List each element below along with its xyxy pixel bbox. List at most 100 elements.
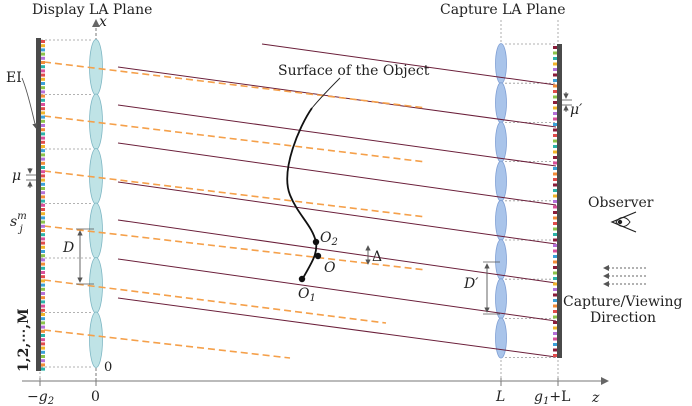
label-elemental-index: 1,2,⋯,M [16, 308, 32, 372]
display-pixel [41, 208, 45, 211]
display-ray [43, 279, 387, 324]
capture-pixel [553, 145, 557, 148]
label-D: D [62, 240, 74, 256]
capture-pixel [553, 51, 557, 55]
capture-pixel [553, 62, 557, 66]
display-ray [43, 329, 291, 359]
tick-zero: 0 [91, 389, 100, 405]
display-lens [89, 311, 103, 368]
display-pixel [41, 329, 45, 333]
capture-pixel [553, 139, 557, 143]
display-pixel [41, 266, 45, 270]
display-pixel [41, 258, 45, 262]
surface-label: Surface of the Object [278, 63, 430, 79]
capture-pixel [553, 178, 557, 181]
display-pixel [41, 304, 45, 308]
display-pixel [41, 44, 45, 48]
display-pixel [41, 145, 45, 148]
observer-eye-icon [610, 211, 637, 233]
display-pixel [41, 224, 45, 228]
display-pixel [41, 166, 45, 169]
label-capture-viewing: Capture/Viewing [563, 294, 682, 310]
label-ei: EI [6, 70, 22, 86]
capture-pixel [553, 310, 557, 313]
display-pixel [41, 346, 45, 350]
display-pixel [41, 40, 45, 43]
tick-g1-plus-L: g1+L [534, 389, 570, 406]
display-pixel [41, 359, 45, 363]
capture-lenslet-array [495, 43, 507, 359]
capture-lens [495, 121, 507, 163]
capture-pixel [553, 348, 557, 352]
display-pixel [41, 52, 45, 56]
display-pixel [41, 73, 45, 77]
capture-pixel [553, 255, 557, 258]
display-ray [43, 225, 427, 271]
display-pixel [41, 283, 45, 287]
display-pixel [41, 199, 45, 203]
display-pixel [41, 119, 45, 123]
capture-ray [117, 258, 557, 322]
display-pixel [41, 229, 45, 232]
display-pixel [41, 308, 45, 312]
display-pixel [41, 128, 45, 132]
capture-pixel [553, 211, 557, 214]
display-pixel [41, 124, 45, 127]
display-pixel [41, 334, 45, 337]
display-pixel [41, 287, 45, 291]
display-pixel [41, 355, 45, 358]
display-pixel [41, 338, 45, 342]
capture-sensor-pixels [553, 46, 557, 357]
capture-lens [495, 317, 507, 359]
capture-pixel [553, 90, 557, 93]
point-O1 [298, 275, 306, 283]
capture-pixel [553, 68, 557, 71]
capture-pixel [553, 134, 557, 137]
display-lenslet-array [89, 39, 103, 368]
capture-pixel [553, 332, 557, 335]
display-pixel [41, 153, 45, 157]
capture-pixel [553, 200, 557, 203]
display-rays [43, 61, 427, 359]
point-O [314, 252, 322, 260]
capture-pixel [553, 238, 557, 242]
label-delta: Δ [372, 249, 382, 265]
display-pixel [41, 317, 45, 321]
capture-pixel [553, 189, 557, 192]
display-pixel [41, 313, 45, 316]
capture-pixel [553, 227, 557, 231]
capture-pixel [553, 233, 557, 236]
display-pixel [41, 367, 45, 371]
display-pixel [41, 82, 45, 85]
display-screen [36, 38, 41, 371]
label-O2: O2 [320, 230, 338, 248]
label-direction: Direction [590, 310, 656, 326]
capture-pixel [553, 128, 557, 132]
capture-ray [261, 43, 557, 86]
capture-ray [117, 66, 557, 128]
capture-ray [117, 219, 557, 284]
capture-pixel [553, 282, 557, 286]
capture-pixel [553, 150, 557, 154]
label-mu-prime: μ′ [570, 102, 583, 118]
display-pixel [41, 296, 45, 300]
x-axis-label: x [99, 14, 107, 30]
capture-pixel [553, 304, 557, 308]
capture-ray [117, 297, 557, 358]
display-pixel [41, 178, 45, 182]
capture-screen [557, 44, 562, 358]
display-plane-title: Display LA Plane [32, 2, 152, 18]
display-ray [43, 170, 427, 218]
display-pixel [41, 233, 45, 237]
capture-pixel [553, 205, 557, 209]
ei-pointer [21, 77, 38, 129]
display-pixel [41, 77, 45, 81]
display-pixel [41, 157, 45, 161]
capture-pixel [553, 354, 557, 357]
capture-pixel [553, 161, 557, 165]
display-pixel [41, 220, 45, 224]
display-pixel [41, 149, 45, 153]
display-pixel [41, 292, 45, 295]
label-O1: O1 [298, 286, 316, 304]
